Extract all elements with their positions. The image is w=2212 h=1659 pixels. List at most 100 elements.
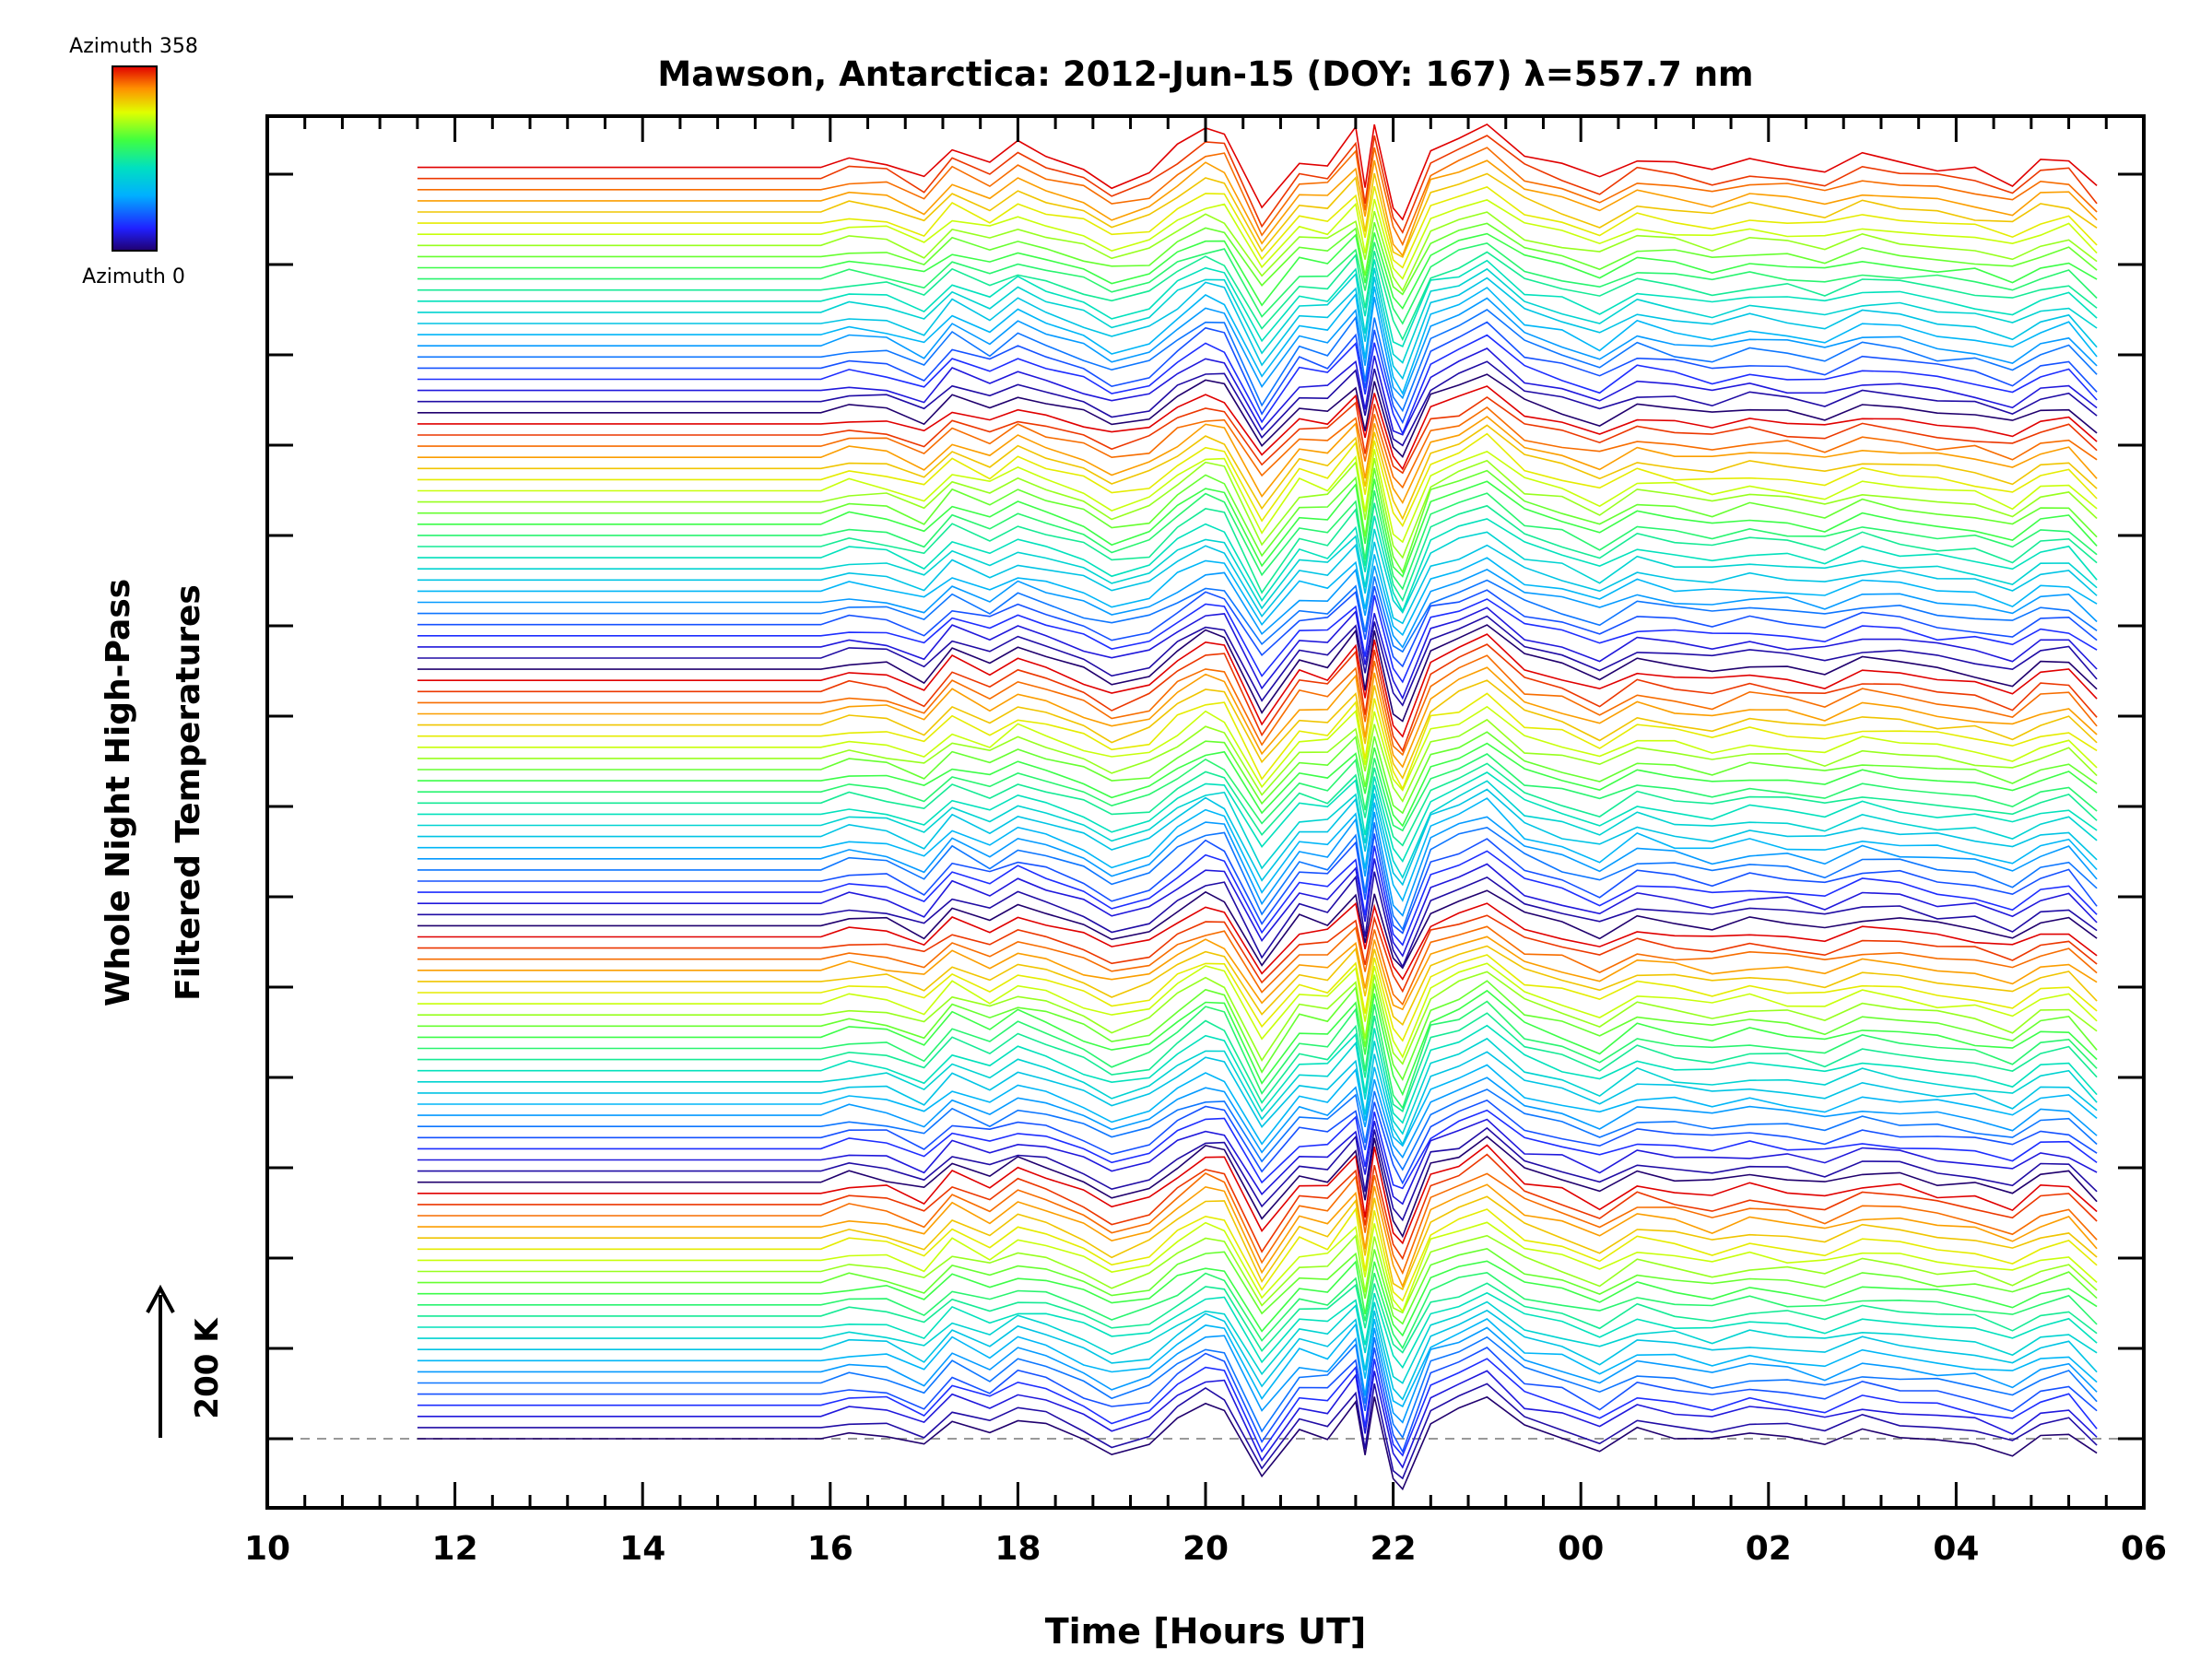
azimuth-trace xyxy=(417,585,2098,668)
azimuth-trace xyxy=(417,1234,2098,1314)
azimuth-trace xyxy=(417,267,2098,364)
azimuth-trace xyxy=(417,935,2098,1011)
azimuth-trace xyxy=(417,172,2098,259)
azimuth-trace xyxy=(417,373,2098,458)
azimuth-trace xyxy=(417,432,2098,528)
azimuth-trace xyxy=(417,989,2098,1097)
azimuth-trace xyxy=(417,1247,2098,1325)
y-axis-label-line2: Filtered Temperatures xyxy=(170,584,207,1001)
azimuth-trace xyxy=(417,1347,2098,1453)
azimuth-trace xyxy=(417,1291,2098,1370)
azimuth-trace xyxy=(417,347,2098,436)
azimuth-trace xyxy=(417,615,2098,707)
azimuth-trace xyxy=(417,259,2098,347)
azimuth-trace xyxy=(417,1206,2098,1302)
azimuth-trace xyxy=(417,1309,2098,1401)
azimuth-trace xyxy=(417,576,2098,653)
azimuth-trace xyxy=(417,321,2098,425)
azimuth-trace xyxy=(417,822,2098,932)
azimuth-trace xyxy=(417,633,2098,738)
azimuth-trace xyxy=(417,458,2098,559)
azimuth-trace xyxy=(417,241,2098,325)
x-tick-label: 10 xyxy=(244,1530,290,1568)
x-tick-label: 18 xyxy=(994,1530,1041,1568)
y-axis-label-line1: Whole Night High-Pass xyxy=(100,579,137,1006)
azimuth-trace xyxy=(417,198,2098,280)
azimuth-trace xyxy=(417,286,2098,395)
azimuth-trace xyxy=(417,502,2098,603)
azimuth-trace xyxy=(417,833,2098,935)
azimuth-trace xyxy=(417,1088,2098,1171)
azimuth-trace xyxy=(417,871,2098,969)
azimuth-trace xyxy=(417,515,2098,613)
azimuth-trace xyxy=(417,1300,2098,1384)
azimuth-trace xyxy=(417,1077,2098,1159)
azimuth-trace xyxy=(417,980,2098,1082)
azimuth-trace xyxy=(417,753,2098,832)
azimuth-trace xyxy=(417,334,2098,436)
azimuth-trace xyxy=(417,1335,2098,1440)
azimuth-trace xyxy=(417,901,2098,981)
azimuth-trace xyxy=(417,309,2098,413)
azimuth-trace xyxy=(417,1144,2098,1245)
chart-title: Mawson, Antarctica: 2012-Jun-15 (DOY: 16… xyxy=(657,54,1753,94)
azimuth-trace xyxy=(417,1282,2098,1354)
azimuth-trace xyxy=(417,1153,2098,1261)
azimuth-trace xyxy=(417,467,2098,574)
azimuth-trace xyxy=(417,858,2098,958)
azimuth-trace xyxy=(417,762,2098,847)
azimuth-trace xyxy=(417,186,2098,269)
azimuth-trace xyxy=(417,406,2098,489)
azimuth-trace xyxy=(417,565,2098,649)
azimuth-trace xyxy=(417,541,2098,625)
azimuth-trace xyxy=(417,1370,2098,1469)
azimuth-trace xyxy=(417,925,2098,1006)
scale-bar: 200 K xyxy=(146,1284,226,1438)
traces xyxy=(417,123,2098,1491)
azimuth-trace xyxy=(417,1109,2098,1190)
azimuth-trace xyxy=(417,147,2098,247)
azimuth-trace xyxy=(417,1172,2098,1276)
azimuth-trace xyxy=(417,742,2098,828)
azimuth-trace xyxy=(417,1318,2098,1408)
azimuth-trace xyxy=(417,424,2098,521)
azimuth-trace xyxy=(417,1260,2098,1337)
azimuth-trace xyxy=(417,731,2098,815)
x-tick-label: 02 xyxy=(1746,1530,1792,1568)
azimuth-trace xyxy=(417,1024,2098,1124)
azimuth-trace xyxy=(417,297,2098,400)
x-tick-label: 14 xyxy=(619,1530,665,1568)
azimuth-trace xyxy=(417,478,2098,578)
azimuth-trace xyxy=(417,1037,2098,1135)
x-axis-label: Time [Hours UT] xyxy=(1045,1611,1367,1652)
azimuth-trace xyxy=(417,606,2098,700)
azimuth-trace xyxy=(417,251,2098,342)
azimuth-trace xyxy=(417,666,2098,769)
azimuth-trace xyxy=(417,1118,2098,1206)
azimuth-trace xyxy=(417,276,2098,381)
azimuth-trace xyxy=(417,490,2098,591)
azimuth-trace xyxy=(417,1064,2098,1147)
azimuth-trace xyxy=(417,971,2098,1065)
azimuth-trace xyxy=(417,528,2098,615)
azimuth-trace xyxy=(417,1271,2098,1350)
azimuth-trace xyxy=(417,962,2098,1059)
azimuth-trace xyxy=(417,771,2098,864)
azimuth-trace xyxy=(417,1000,2098,1110)
azimuth-trace xyxy=(417,643,2098,753)
azimuth-trace xyxy=(417,914,2098,994)
azimuth-trace xyxy=(417,360,2098,447)
azimuth-trace xyxy=(417,945,2098,1026)
azimuth-trace xyxy=(417,889,2098,970)
azimuth-trace xyxy=(417,692,2098,791)
x-tick-label: 22 xyxy=(1371,1530,1417,1568)
x-tick-label: 16 xyxy=(807,1530,853,1568)
azimuth-trace xyxy=(417,1135,2098,1239)
azimuth-trace xyxy=(417,788,2098,887)
azimuth-trace xyxy=(417,705,2098,792)
x-tick-label: 06 xyxy=(2121,1530,2167,1568)
azimuth-trace xyxy=(417,624,2098,723)
azimuth-trace xyxy=(417,679,2098,780)
axis-ticks xyxy=(265,116,2146,1508)
